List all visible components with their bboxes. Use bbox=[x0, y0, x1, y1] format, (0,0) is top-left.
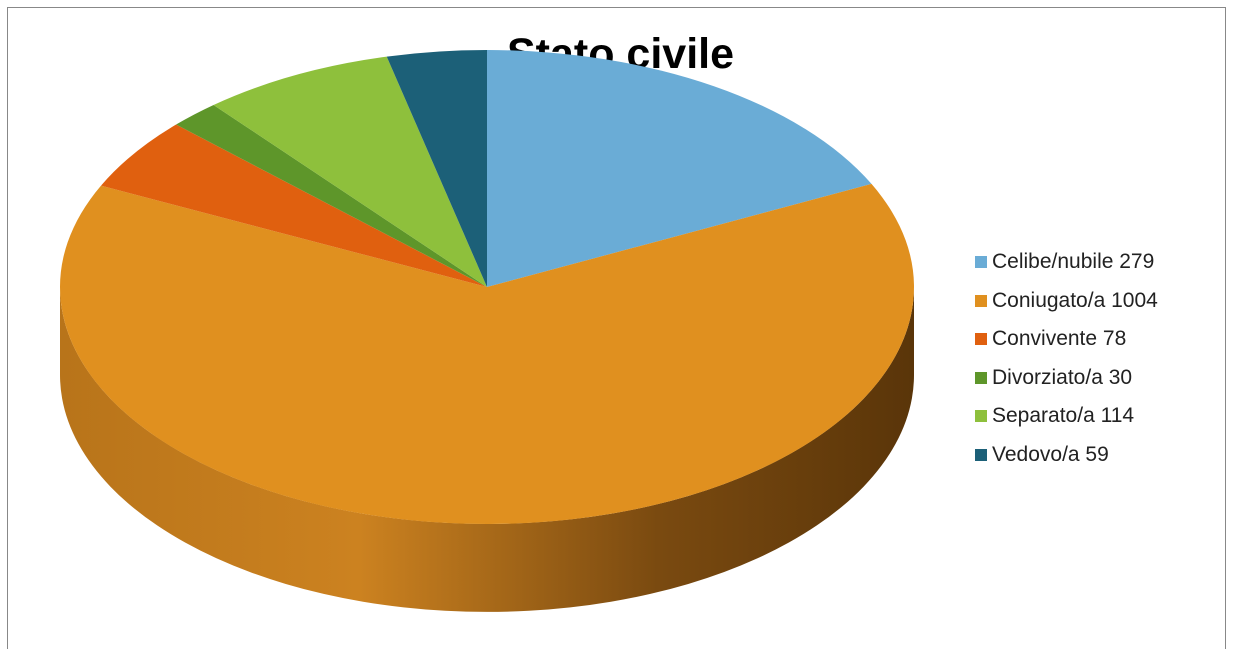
legend-label: Divorziato/a 30 bbox=[992, 365, 1133, 389]
pie-slice-vedovo-a bbox=[386, 50, 487, 287]
pie-slice-convivente bbox=[101, 124, 488, 287]
legend-label: Celibe/nubile 279 bbox=[992, 250, 1155, 274]
legend-item: Convivente 78 bbox=[975, 320, 1158, 359]
legend-swatch bbox=[975, 371, 987, 384]
legend-label: Coniugato/a 1004 bbox=[992, 288, 1158, 312]
legend-item: Divorziato/a 30 bbox=[975, 359, 1158, 398]
legend-item: Separato/a 114 bbox=[975, 397, 1158, 436]
pie-slice-divorziato-a bbox=[176, 104, 488, 287]
legend-label: Convivente 78 bbox=[992, 327, 1127, 351]
legend-swatch bbox=[975, 410, 987, 423]
pie-top bbox=[60, 50, 915, 524]
legend-swatch bbox=[975, 448, 987, 461]
pie-slice-celibe-nubile bbox=[487, 50, 872, 287]
pie-slice-coniugato-a bbox=[60, 183, 915, 524]
legend-label: Separato/a 114 bbox=[992, 404, 1135, 428]
legend-swatch bbox=[975, 333, 987, 346]
legend-label: Vedovo/a 59 bbox=[992, 442, 1109, 466]
pie-slice-separato-a bbox=[213, 56, 488, 287]
legend-item: Celibe/nubile 279 bbox=[975, 243, 1158, 282]
legend-swatch bbox=[975, 294, 987, 307]
legend-item: Vedovo/a 59 bbox=[975, 436, 1158, 475]
pie-side-wall bbox=[60, 287, 914, 612]
legend-swatch bbox=[975, 256, 987, 269]
legend: Celibe/nubile 279 Coniugato/a 1004 Convive… bbox=[975, 243, 1158, 474]
legend-item: Coniugato/a 1004 bbox=[975, 282, 1158, 321]
pie-side bbox=[60, 287, 914, 612]
